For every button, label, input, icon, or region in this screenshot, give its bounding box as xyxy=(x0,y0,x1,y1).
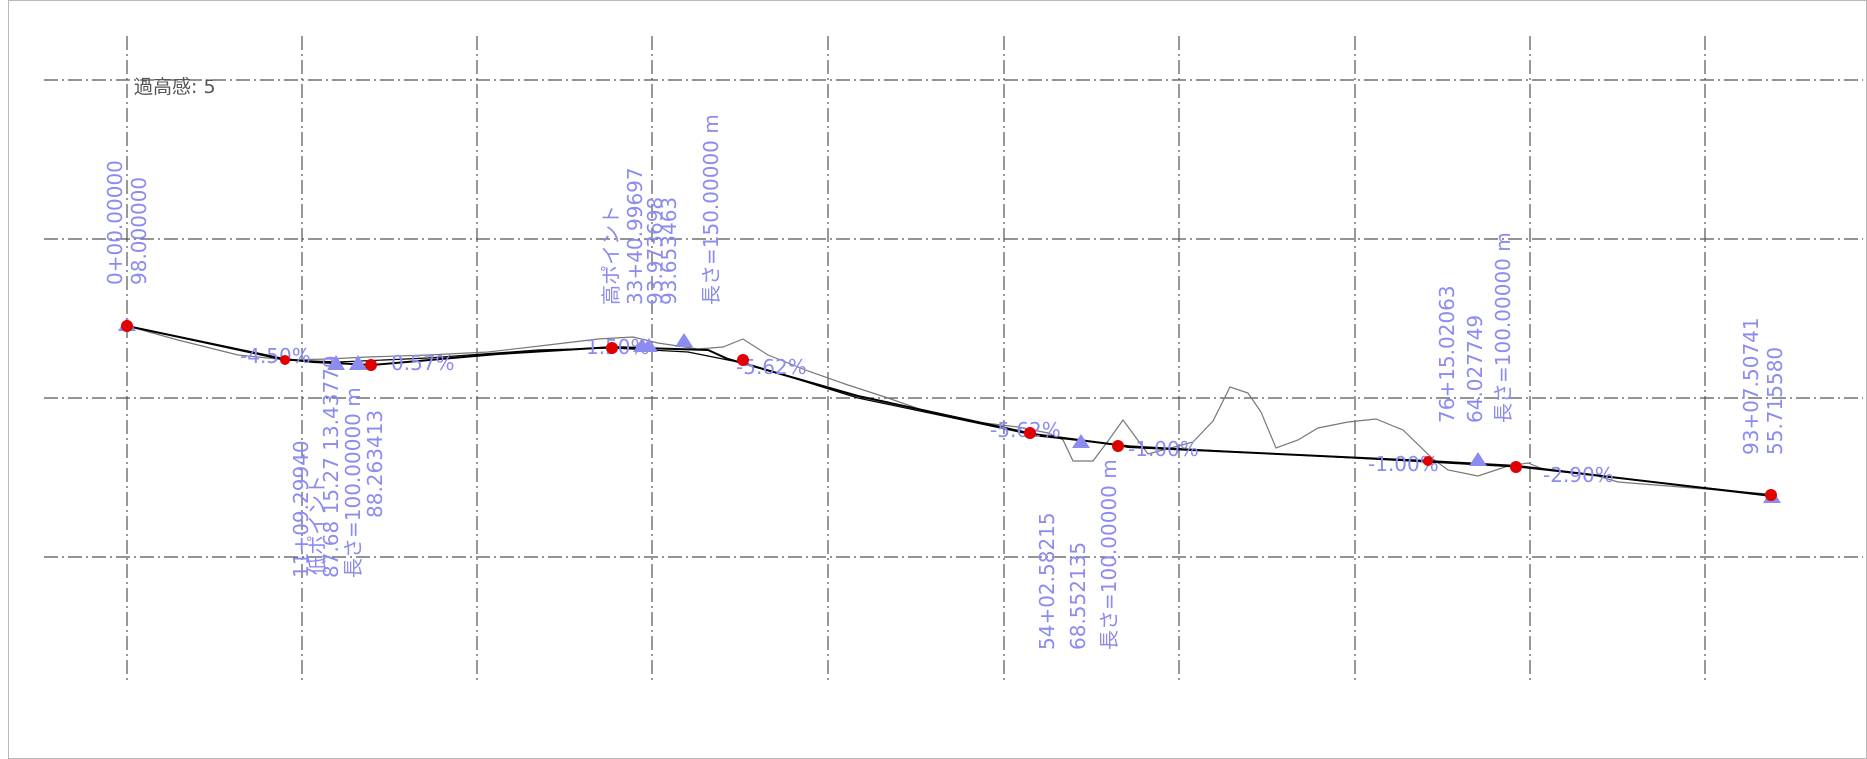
annotation-line: 88.263413 xyxy=(363,410,387,518)
annotation-pvi-76: 76+15.02063 64.027749 長さ=100.00000 m xyxy=(1435,232,1515,423)
annotation-line: 長さ=100.00000 m xyxy=(1097,459,1121,650)
annotation-line: 高ポイント xyxy=(599,205,623,305)
curve-marker xyxy=(675,333,693,347)
pvi-point xyxy=(1024,427,1036,439)
annotation-line: 98.000000 xyxy=(127,177,151,285)
curve-marker xyxy=(1072,434,1090,448)
annotation-line: 33+40.99697 xyxy=(623,167,647,305)
grade-label: -1.00% xyxy=(1128,437,1199,461)
annotation-line: 低ポイント xyxy=(305,475,329,575)
grade-label: -4.50% xyxy=(240,344,311,368)
pvi-point xyxy=(1765,489,1777,501)
pvi-point xyxy=(280,355,290,365)
annotation-line: 68.552135 xyxy=(1066,542,1090,650)
annotation-start: 0+00.00000 98.000000 xyxy=(103,160,151,285)
profile-view-canvas: 過高感: 5 -4.50% 0.57% 1.50% -5.62% -5.62% … xyxy=(8,0,1867,759)
pvi-point xyxy=(1112,440,1124,452)
pvi-point xyxy=(365,359,377,371)
view-border xyxy=(8,0,1867,759)
annotation-line: 長さ=100.00000 m xyxy=(341,387,365,578)
annotation-line: 0+00.00000 xyxy=(103,160,127,285)
existing-ground-line xyxy=(126,325,1769,495)
curve-marker xyxy=(349,355,367,370)
annotation-pvi-54: 54+02.58215 68.552135 長さ=100.00000 m xyxy=(1035,459,1121,650)
annotation-end: 93+07.50741 55.715580 xyxy=(1739,317,1787,455)
annotation-line: 87.68 15.27 13.43779 xyxy=(319,355,343,578)
annotation-line: 54+02.58215 xyxy=(1035,512,1059,650)
pvi-point xyxy=(737,354,749,366)
pvi-point xyxy=(1510,461,1522,473)
annotation-high-point: 高ポイント 33+40.99697 93.973698 93.653463 長さ… xyxy=(599,114,723,305)
annotation-line: 76+15.02063 xyxy=(1435,285,1459,423)
annotation-line: 55.715580 xyxy=(1763,347,1787,455)
annotation-line: 11+09.29940 xyxy=(289,440,313,578)
annotation-low-point: 11+09.29940 低ポイント 87.68 15.27 13.43779 長… xyxy=(289,355,387,578)
pvi-point xyxy=(121,320,133,332)
grade-label: 0.57% xyxy=(391,351,455,375)
annotation-line: 64.027749 xyxy=(1463,315,1487,423)
curve-marker xyxy=(327,355,345,370)
pvi-point xyxy=(606,342,618,354)
pvi-point xyxy=(1423,456,1433,466)
annotation-line: 93.653463 xyxy=(657,197,681,305)
pvi-points xyxy=(121,320,1777,501)
curve-marker xyxy=(1469,452,1487,466)
annotation-line: 93+07.50741 xyxy=(1739,317,1763,455)
curve-marker xyxy=(640,338,658,352)
grid xyxy=(44,36,1863,683)
vertical-curve-line xyxy=(126,325,1771,496)
grade-label: -2.90% xyxy=(1543,463,1614,487)
annotation-line: 長さ=150.00000 m xyxy=(699,114,723,305)
annotation-line: 93.973698 xyxy=(643,197,667,305)
annotation-line: 長さ=100.00000 m xyxy=(1491,232,1515,423)
exaggeration-label: 過高感: 5 xyxy=(134,76,216,98)
